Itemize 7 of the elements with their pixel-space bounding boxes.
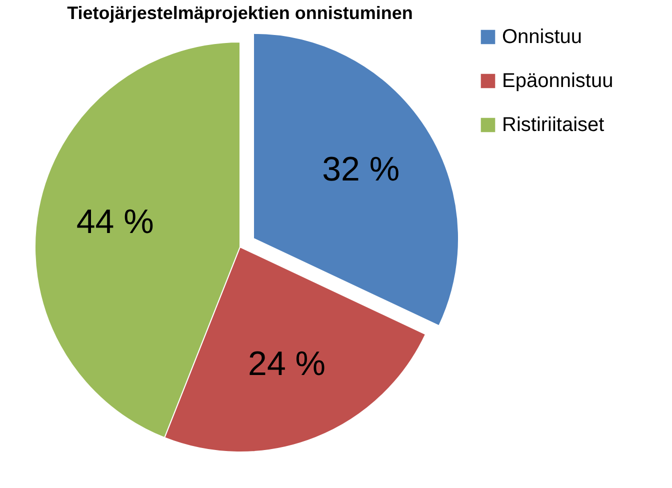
data-label: 44 % [76,203,154,242]
chart-title: Tietojärjestelmäprojektien onnistuminen [67,3,413,23]
data-label: 32 % [322,150,400,188]
data-label: 24 % [248,345,326,384]
legend-label: Ristiriitaiset [502,114,605,136]
legend-label: Onnistuu [502,26,582,48]
legend-label: Epäonnistuu [502,70,614,92]
